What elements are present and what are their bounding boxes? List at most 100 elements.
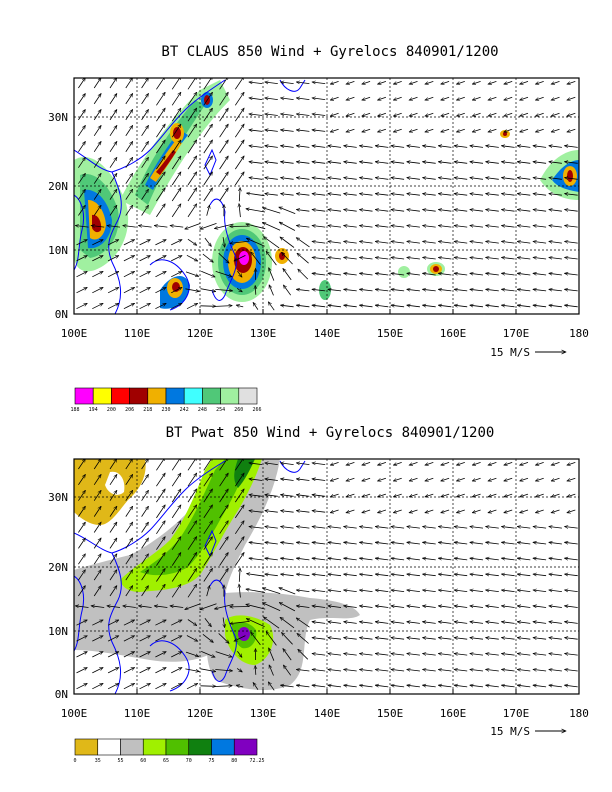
wind-arrow xyxy=(109,173,117,184)
legend-label: 65 xyxy=(163,758,169,764)
wind-arrow xyxy=(362,509,371,513)
wind-arrow xyxy=(407,289,420,291)
wind-arrow xyxy=(298,649,309,660)
wind-arrow xyxy=(567,462,576,465)
wind-arrow xyxy=(488,81,497,84)
wind-arrow xyxy=(109,586,117,597)
wind-arrow xyxy=(215,686,233,687)
wind-arrow xyxy=(486,542,499,544)
wind-arrow xyxy=(533,590,547,592)
wind-arrow xyxy=(328,558,342,560)
wind-arrow xyxy=(423,289,436,291)
wind-arrow xyxy=(407,574,420,576)
wind-arrow xyxy=(501,669,515,671)
wind-arrow xyxy=(375,210,389,212)
wind-arrow xyxy=(171,521,181,535)
wind-arrow xyxy=(328,146,342,148)
wind-arrow xyxy=(215,289,232,290)
wind-arrow xyxy=(107,226,121,228)
wind-arrow xyxy=(407,226,420,228)
wind-arrow xyxy=(346,128,355,132)
wind-arrow xyxy=(93,554,101,565)
legend-label: 0 xyxy=(73,758,76,764)
wind-arrow xyxy=(454,669,468,671)
wind-arrow xyxy=(344,574,357,576)
wind-arrow xyxy=(378,128,387,132)
wind-arrow xyxy=(328,241,342,243)
wind-arrow xyxy=(520,462,529,465)
wind-arrow xyxy=(312,638,326,640)
wind-arrow xyxy=(185,271,199,277)
wind-arrow xyxy=(171,683,182,690)
wind-arrow xyxy=(565,622,578,624)
wind-arrow xyxy=(269,285,274,296)
wind-arrow xyxy=(234,92,244,106)
wind-arrow xyxy=(456,509,465,513)
wind-arrow xyxy=(549,622,562,624)
wind-arrow xyxy=(375,622,389,624)
wind-arrow xyxy=(249,542,263,544)
wind-arrow xyxy=(78,459,85,470)
wind-arrow xyxy=(125,189,133,200)
wind-arrow xyxy=(234,521,244,535)
wind-arrow xyxy=(565,527,578,529)
wind-arrow xyxy=(533,685,547,687)
wind-arrow xyxy=(441,112,450,116)
wind-arrow xyxy=(279,207,296,214)
wind-arrow xyxy=(393,493,402,497)
wind-arrow xyxy=(533,226,547,228)
panel-2-y-tick: 0N xyxy=(55,688,68,701)
wind-arrow xyxy=(517,241,531,243)
wind-arrow xyxy=(93,157,101,168)
wind-arrow xyxy=(517,622,531,624)
wind-arrow xyxy=(123,667,135,674)
wind-arrow xyxy=(409,509,418,513)
wind-arrow xyxy=(78,141,85,153)
wind-arrow xyxy=(344,194,357,196)
wind-arrow xyxy=(344,178,357,180)
wind-arrow xyxy=(109,125,117,137)
wind-arrow xyxy=(187,505,197,519)
wind-arrow xyxy=(296,542,310,544)
wind-arrow xyxy=(501,622,515,624)
wind-arrow xyxy=(187,568,197,582)
wind-arrow xyxy=(185,223,201,230)
panel-2-x-tick: 180 xyxy=(569,707,589,720)
wind-arrow xyxy=(141,554,149,565)
wind-arrow xyxy=(296,574,310,576)
wind-arrow xyxy=(125,586,133,597)
wind-arrow xyxy=(223,617,225,628)
wind-arrow xyxy=(107,683,119,690)
wind-arrow xyxy=(156,204,165,218)
wind-arrow xyxy=(251,632,261,646)
wind-arrow xyxy=(549,305,562,307)
wind-arrow xyxy=(567,112,576,116)
wind-arrow xyxy=(171,255,182,262)
wind-arrow xyxy=(533,622,547,624)
wind-arrow xyxy=(501,241,515,243)
wind-arrow xyxy=(328,210,342,212)
wind-arrow xyxy=(438,257,452,259)
wind-arrow xyxy=(391,305,405,307)
legend-swatch xyxy=(111,387,130,405)
wind-arrow xyxy=(92,667,103,674)
wind-arrow xyxy=(171,124,181,138)
wind-arrow xyxy=(423,622,436,624)
wind-arrow xyxy=(501,527,515,529)
wind-arrow xyxy=(219,521,229,535)
wind-arrow xyxy=(472,493,481,497)
wind-arrow xyxy=(362,112,371,116)
wind-arrow xyxy=(472,112,481,116)
wind-arrow xyxy=(312,146,326,148)
wind-arrow xyxy=(78,125,85,137)
wind-arrow xyxy=(391,257,405,259)
wind-arrow xyxy=(93,474,101,486)
wind-arrow xyxy=(141,490,149,501)
wind-arrow xyxy=(296,162,310,164)
wind-arrow xyxy=(171,92,181,106)
wind-arrow xyxy=(535,128,544,132)
wind-arrow xyxy=(359,558,373,560)
wind-arrow xyxy=(551,493,560,497)
wind-arrow xyxy=(76,667,88,674)
wind-arrow xyxy=(375,638,389,640)
